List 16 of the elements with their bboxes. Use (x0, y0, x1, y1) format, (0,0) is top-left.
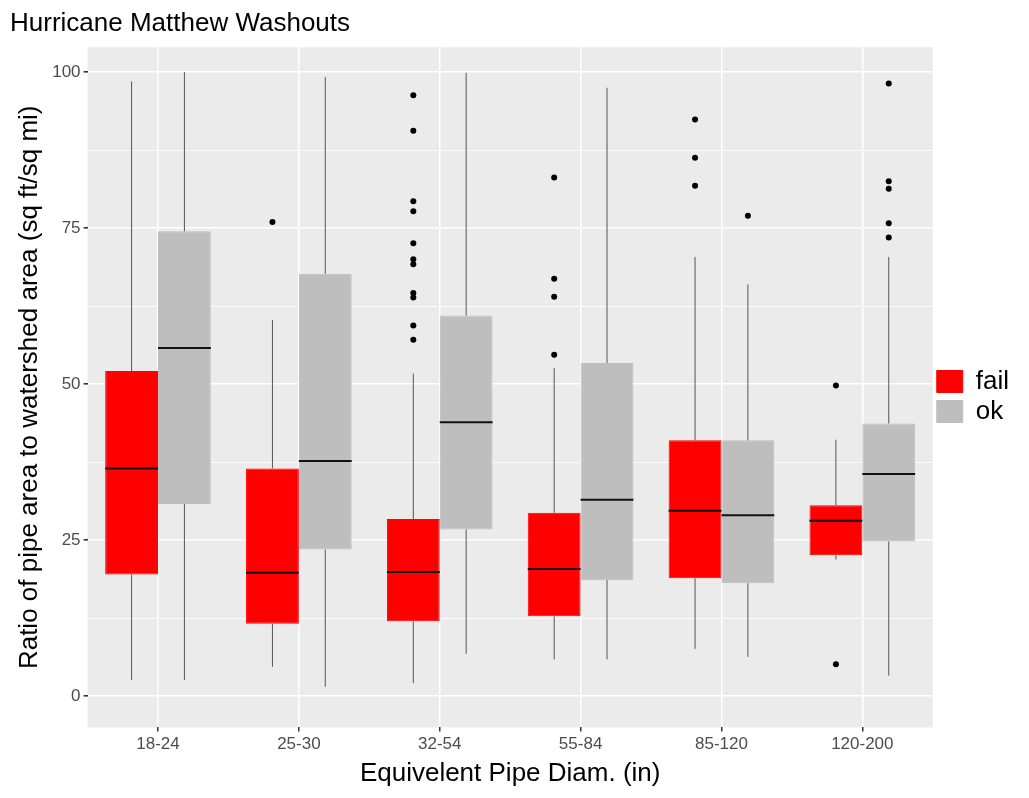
y-axis-title: Ratio of pipe area to watershed area (sq ft/sq mi) (12, 105, 43, 670)
legend-label: ok (975, 394, 1005, 425)
x-tick-label: 25-30 (277, 734, 321, 754)
y-tick-label: 75 (61, 217, 81, 237)
y-tick-label: 25 (61, 529, 81, 549)
x-tick-label: 120-200 (831, 734, 894, 754)
x-axis-title: Equivelent Pipe Diam. (in) (359, 756, 661, 787)
y-tick-label: 50 (61, 373, 81, 393)
x-tick-label: 32-54 (417, 734, 462, 754)
y-tick-label: 0 (71, 685, 81, 705)
x-tick-label: 55-84 (558, 734, 603, 754)
x-tick-label: 18-24 (136, 734, 180, 754)
x-tick-label: 85-120 (694, 734, 748, 754)
y-tick-label: 100 (52, 61, 81, 81)
legend-label: fail (975, 364, 1010, 395)
chart-title: Hurricane Matthew Washouts (10, 6, 351, 37)
